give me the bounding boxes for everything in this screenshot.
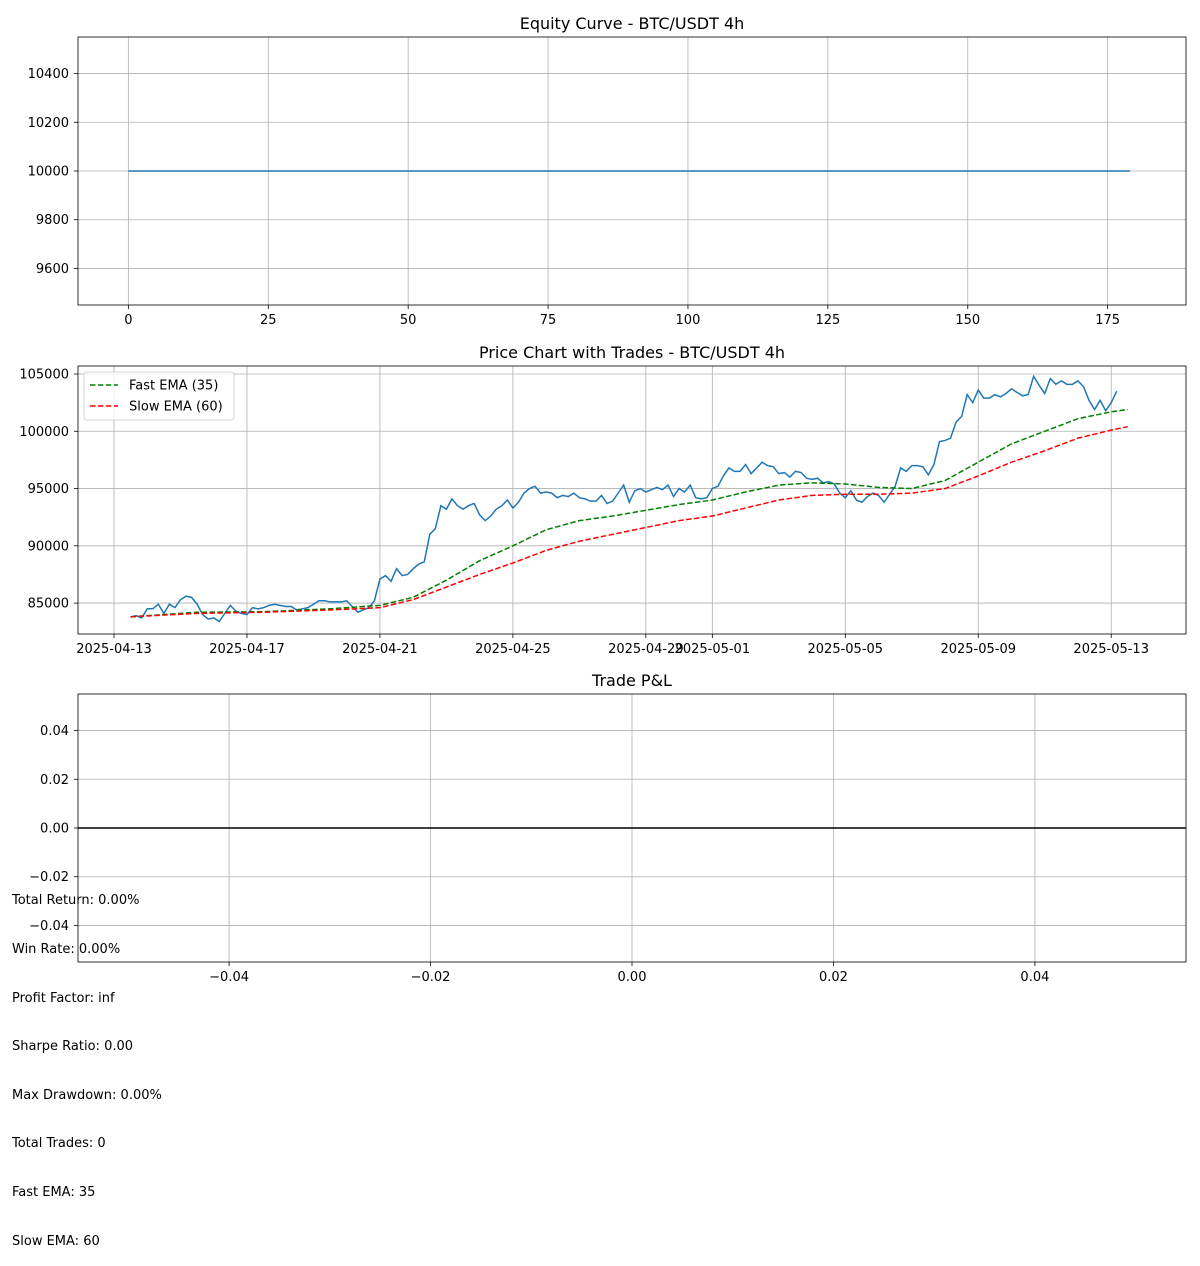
chart-title: Trade P&L bbox=[591, 671, 672, 690]
x-tick-label: −0.04 bbox=[209, 970, 249, 985]
legend-label-slow-ema: Slow EMA (60) bbox=[129, 400, 223, 415]
y-tick-label: 105000 bbox=[19, 368, 69, 383]
y-tick-label: 95000 bbox=[28, 482, 69, 497]
y-tick-label: 0.02 bbox=[40, 773, 69, 788]
x-tick-label: 2025-04-17 bbox=[209, 642, 285, 657]
x-tick-label: 2025-04-25 bbox=[475, 642, 551, 657]
stat-fast-ema: Fast EMA: 35 bbox=[12, 1184, 96, 1200]
axes-frame bbox=[77, 365, 1187, 635]
x-tick-label: 0.02 bbox=[819, 970, 848, 985]
x-tick-label: 2025-04-13 bbox=[76, 642, 152, 657]
x-tick-label: 25 bbox=[260, 313, 277, 328]
stat-total-trades: Total Trades: 0 bbox=[12, 1136, 106, 1152]
stat-slow-ema: Slow EMA: 60 bbox=[12, 1233, 100, 1249]
y-tick-label: 0.04 bbox=[40, 724, 69, 739]
x-tick-label: 75 bbox=[540, 313, 557, 328]
axes-frame bbox=[77, 693, 1187, 963]
x-tick-label: 0.00 bbox=[618, 970, 647, 985]
y-tick-label: 9600 bbox=[36, 262, 69, 277]
y-tick-label: 10400 bbox=[28, 67, 69, 82]
y-tick-label: 10000 bbox=[28, 165, 69, 180]
stat-win-rate: Win Rate: 0.00% bbox=[12, 942, 121, 957]
legend-box bbox=[83, 371, 235, 421]
y-tick-label: −0.04 bbox=[29, 919, 69, 934]
x-tick-label: −0.02 bbox=[411, 970, 451, 985]
stats-box: Total Return: 0.00% Win Rate: 0.00% Prof… bbox=[12, 861, 162, 1266]
x-tick-label: 2025-04-21 bbox=[342, 642, 418, 657]
x-tick-label: 50 bbox=[400, 313, 417, 328]
figure: 0 25 50 75 100 125 150 175 9600 9800 10000 10200 104… bbox=[19, 14, 1187, 985]
stat-max-drawdown: Max Drawdown: 0.00% bbox=[12, 1087, 162, 1103]
x-tick-label: 2025-05-05 bbox=[808, 642, 884, 657]
axes-frame bbox=[77, 36, 1187, 306]
stat-sharpe-ratio: Sharpe Ratio: 0.00 bbox=[12, 1039, 134, 1055]
y-tick-label: 0.00 bbox=[40, 822, 69, 837]
price-line bbox=[130, 374, 1118, 623]
x-tick-label: 150 bbox=[955, 313, 980, 328]
y-tick-label: −0.02 bbox=[29, 870, 69, 885]
x-tick-label: 2025-05-13 bbox=[1073, 642, 1149, 657]
y-tick-label: 90000 bbox=[28, 539, 69, 554]
y-tick-label: 85000 bbox=[28, 597, 69, 612]
y-tick-label: 10200 bbox=[28, 116, 69, 131]
chart-title: Equity Curve - BTC/USDT 4h bbox=[520, 14, 745, 33]
x-tick-label: 100 bbox=[676, 313, 701, 328]
x-tick-label: 0 bbox=[124, 313, 132, 328]
x-tick-label: 2025-05-09 bbox=[940, 642, 1016, 657]
x-tick-label: 175 bbox=[1095, 313, 1120, 328]
chart-title: Price Chart with Trades - BTC/USDT 4h bbox=[479, 343, 785, 362]
y-tick-label: 100000 bbox=[19, 425, 69, 440]
stat-total-return: Total Return: 0.00% bbox=[12, 893, 140, 909]
stat-profit-factor: Profit Factor: inf bbox=[12, 990, 115, 1006]
x-tick-label: 0.04 bbox=[1020, 970, 1049, 985]
x-tick-label: 2025-04-29 bbox=[608, 642, 684, 657]
slow-ema-line bbox=[130, 425, 1128, 618]
y-tick-label: 9800 bbox=[36, 213, 69, 228]
fast-ema-line bbox=[130, 408, 1128, 618]
x-tick-label: 2025-05-01 bbox=[675, 642, 751, 657]
legend-label-fast-ema: Fast EMA (35) bbox=[129, 379, 218, 394]
x-tick-label: 125 bbox=[815, 313, 840, 328]
